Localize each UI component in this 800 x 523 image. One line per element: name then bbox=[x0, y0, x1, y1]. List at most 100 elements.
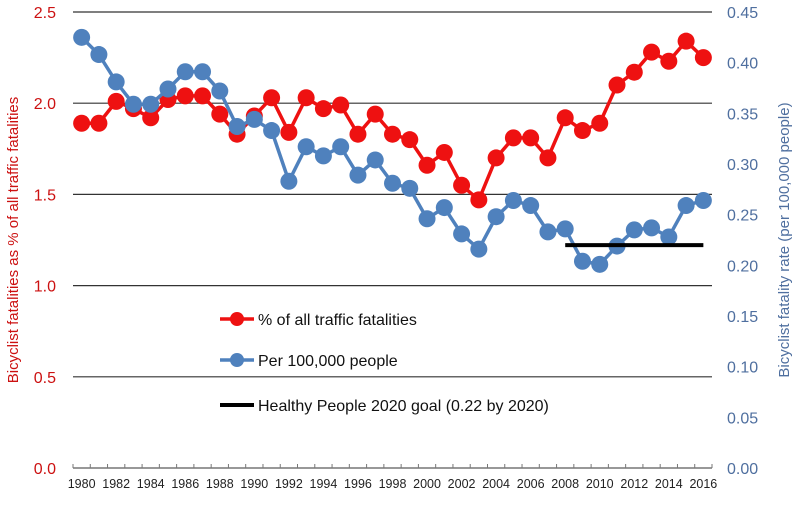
data-point bbox=[90, 114, 108, 132]
data-point bbox=[556, 220, 574, 238]
x-tick-label: 1984 bbox=[137, 477, 165, 491]
y-right-tick-label: 0.10 bbox=[727, 360, 758, 377]
data-point bbox=[280, 123, 298, 141]
y-axis-left-title: Bicyclist fatalities as % of all traffic… bbox=[5, 97, 22, 384]
data-point bbox=[539, 223, 557, 241]
data-point bbox=[591, 255, 609, 273]
data-point bbox=[280, 172, 298, 190]
x-tick-label: 1980 bbox=[68, 477, 96, 491]
y-right-tick-label: 0.00 bbox=[727, 461, 758, 478]
data-point bbox=[504, 129, 522, 147]
x-tick-label: 1988 bbox=[206, 477, 234, 491]
x-tick-label: 2010 bbox=[586, 477, 614, 491]
legend-swatch-marker bbox=[230, 353, 244, 367]
y-right-tick-label: 0.20 bbox=[727, 258, 758, 275]
data-point bbox=[694, 191, 712, 209]
data-point bbox=[643, 43, 661, 61]
data-point bbox=[470, 191, 488, 209]
data-point bbox=[263, 89, 281, 107]
data-point bbox=[90, 46, 108, 64]
data-point bbox=[384, 174, 401, 192]
data-point bbox=[366, 151, 384, 169]
data-point bbox=[366, 105, 384, 123]
data-point bbox=[176, 63, 194, 81]
data-point bbox=[332, 96, 350, 114]
y-left-tick-label: 1.5 bbox=[34, 187, 56, 204]
data-point bbox=[159, 80, 177, 98]
data-point bbox=[314, 100, 332, 118]
legend-swatch-marker bbox=[230, 312, 244, 326]
y-left-tick-label: 0.5 bbox=[34, 370, 56, 387]
y-left-tick-label: 2.0 bbox=[34, 96, 56, 113]
y-right-tick-label: 0.30 bbox=[727, 157, 758, 174]
x-tick-label: 2004 bbox=[482, 477, 510, 491]
y-right-tick-label: 0.15 bbox=[727, 309, 758, 326]
data-point bbox=[349, 125, 367, 143]
data-point bbox=[487, 208, 505, 226]
data-point bbox=[142, 95, 160, 113]
data-point bbox=[211, 82, 229, 100]
data-point bbox=[470, 240, 488, 258]
legend-label: Healthy People 2020 goal (0.22 by 2020) bbox=[258, 398, 549, 415]
data-point bbox=[194, 63, 212, 81]
legend-label: % of all traffic fatalities bbox=[258, 312, 417, 329]
x-tick-label: 1982 bbox=[102, 477, 130, 491]
data-point bbox=[660, 228, 678, 246]
x-tick-label: 2016 bbox=[689, 477, 717, 491]
data-point bbox=[556, 109, 574, 127]
data-point bbox=[332, 138, 350, 156]
y-right-tick-label: 0.25 bbox=[727, 208, 758, 225]
data-point bbox=[539, 149, 557, 167]
y-right-tick-label: 0.40 bbox=[727, 56, 758, 73]
legend-label: Per 100,000 people bbox=[258, 353, 398, 370]
data-point bbox=[643, 219, 661, 237]
y-left-tick-label: 1.0 bbox=[34, 279, 56, 296]
x-tick-label: 1998 bbox=[379, 477, 407, 491]
x-tick-label: 2000 bbox=[413, 477, 441, 491]
data-point bbox=[522, 129, 540, 147]
data-point bbox=[73, 114, 91, 132]
data-point bbox=[522, 197, 540, 215]
x-tick-label: 1996 bbox=[344, 477, 372, 491]
data-point bbox=[677, 32, 695, 50]
data-point bbox=[245, 110, 263, 128]
data-point bbox=[487, 149, 505, 167]
data-point bbox=[107, 73, 125, 91]
data-point bbox=[297, 138, 315, 156]
x-tick-label: 1992 bbox=[275, 477, 303, 491]
data-point bbox=[401, 179, 419, 197]
y-left-tick-label: 0.0 bbox=[34, 461, 56, 478]
x-tick-label: 2008 bbox=[551, 477, 579, 491]
data-point bbox=[263, 122, 281, 140]
x-tick-label: 2002 bbox=[448, 477, 476, 491]
data-point bbox=[435, 199, 453, 217]
data-point bbox=[314, 147, 332, 165]
data-point bbox=[228, 118, 246, 136]
data-point bbox=[694, 49, 712, 67]
data-point bbox=[384, 125, 401, 143]
series-line-1 bbox=[80, 36, 704, 267]
y-right-tick-label: 0.45 bbox=[727, 5, 758, 22]
data-point bbox=[418, 210, 436, 228]
data-point bbox=[194, 87, 212, 105]
data-point bbox=[176, 87, 194, 105]
x-tick-label: 1994 bbox=[310, 477, 338, 491]
data-point bbox=[453, 225, 471, 243]
x-tick-label: 2012 bbox=[620, 477, 648, 491]
data-point bbox=[73, 28, 91, 46]
data-point bbox=[435, 143, 453, 161]
data-point bbox=[625, 63, 643, 81]
data-point bbox=[573, 252, 591, 270]
data-point bbox=[142, 109, 160, 127]
x-tick-label: 2006 bbox=[517, 477, 545, 491]
x-tick-label: 2014 bbox=[655, 477, 683, 491]
data-point bbox=[504, 191, 522, 209]
data-point bbox=[591, 114, 609, 132]
x-tick-label: 1990 bbox=[240, 477, 268, 491]
data-point bbox=[660, 52, 678, 70]
data-point bbox=[418, 156, 436, 174]
data-point bbox=[107, 92, 125, 110]
data-point bbox=[625, 221, 643, 239]
data-point bbox=[297, 89, 315, 107]
